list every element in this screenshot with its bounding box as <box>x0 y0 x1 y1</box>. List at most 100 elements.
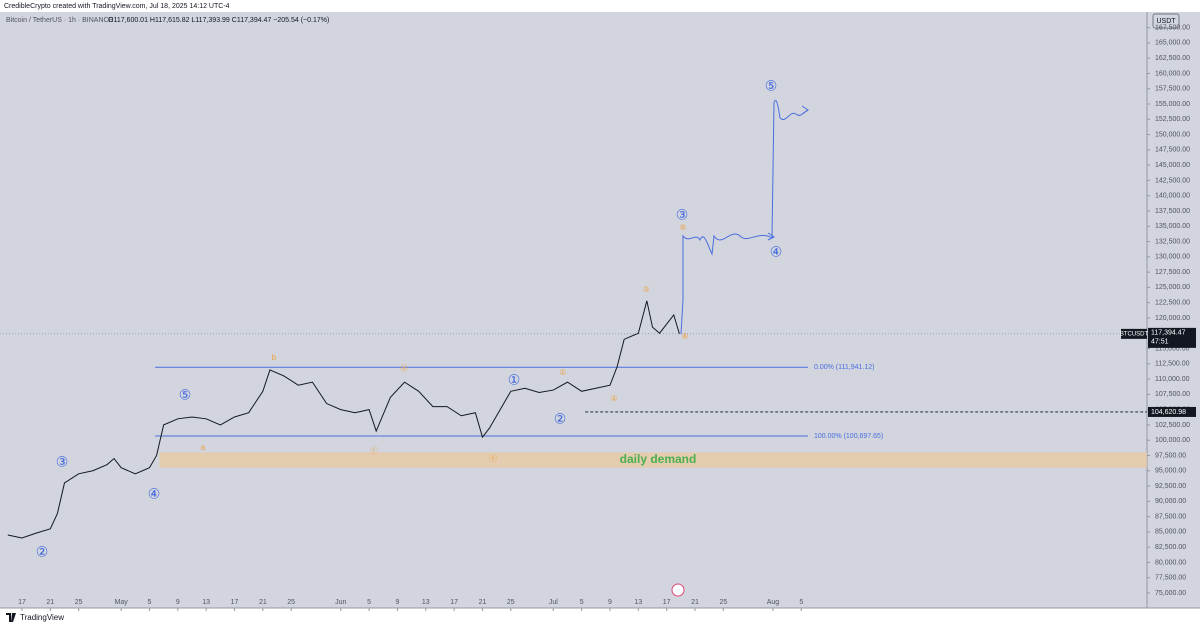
brand: TradingView <box>20 613 64 622</box>
y-tick-label: 142,500.00 <box>1155 177 1190 184</box>
y-tick-label: 132,500.00 <box>1155 238 1190 245</box>
subwave-label: ⓔ <box>489 454 497 463</box>
y-tick-label: 80,000.00 <box>1155 559 1186 566</box>
y-tick-label: 135,000.00 <box>1155 223 1190 230</box>
y-tick-label: 160,000.00 <box>1155 70 1190 77</box>
y-tick-label: 140,000.00 <box>1155 193 1190 200</box>
event-icon[interactable] <box>671 583 685 597</box>
series-tag <box>1121 328 1147 339</box>
y-tick-label: 157,500.00 <box>1155 86 1190 93</box>
x-tick-label: 13 <box>634 599 642 606</box>
credit: CredibleCrypto created with TradingView.… <box>4 3 230 10</box>
x-tick-label: 17 <box>18 599 26 606</box>
y-tick-label: 125,000.00 <box>1155 284 1190 291</box>
zone-label: daily demand <box>620 452 697 466</box>
y-tick-label: 112,500.00 <box>1155 361 1190 368</box>
chart-title: Bitcoin / TetherUS · 1h · BINANCE <box>6 17 114 24</box>
x-tick-label: 25 <box>287 599 295 606</box>
y-tick-label: 145,000.00 <box>1155 162 1190 169</box>
x-tick-label: 5 <box>367 599 371 606</box>
y-tick-label: 85,000.00 <box>1155 529 1186 536</box>
wave-label: ③ <box>56 454 69 470</box>
x-tick-label: 13 <box>202 599 210 606</box>
currency-box <box>1152 13 1180 29</box>
y-tick-label: 82,500.00 <box>1155 544 1186 551</box>
x-tick-label: Jun <box>335 599 346 606</box>
y-tick-label: 95,000.00 <box>1155 468 1186 475</box>
projection-path <box>680 99 809 335</box>
y-tick-label: 107,500.00 <box>1155 391 1190 398</box>
x-tick-label: 5 <box>148 599 152 606</box>
subwave-label: b <box>272 353 277 362</box>
y-tick-label: 97,500.00 <box>1155 452 1186 459</box>
x-tick-label: 9 <box>176 599 180 606</box>
currency: USDT <box>1156 18 1176 25</box>
projection-arrow <box>767 105 809 241</box>
wave-label: ⑤ <box>179 387 192 403</box>
y-tick-label: 100,000.00 <box>1155 437 1190 444</box>
axis-background <box>1147 12 1200 608</box>
y-tick-label: 165,000.00 <box>1155 40 1190 47</box>
y-tick-label: 147,500.00 <box>1155 147 1190 154</box>
subwave-label: ⓒ <box>370 446 378 455</box>
wave-label: ③ <box>676 207 689 223</box>
x-tick-label: 25 <box>719 599 727 606</box>
y-tick-label: 150,000.00 <box>1155 131 1190 138</box>
y-tick-label: 115,000.00 <box>1155 345 1190 352</box>
y-tick-label: 87,500.00 <box>1155 513 1186 520</box>
ohlc: O117,600.01 H117,615.82 L117,393.99 C117… <box>108 17 329 24</box>
x-tick-label: 17 <box>663 599 671 606</box>
y-tick-label: 155,000.00 <box>1155 101 1190 108</box>
brand-logo <box>6 613 16 622</box>
x-tick-label: 13 <box>422 599 430 606</box>
price-tag <box>1148 327 1196 348</box>
price-tag-label: 117,394.47 <box>1151 330 1186 337</box>
y-tick-label: 110,000.00 <box>1155 376 1190 383</box>
subwave-label: ① <box>559 368 566 377</box>
wave-labels: ② ③ ④ ⑤ ① ② ③ ④ ⑤ b a ⓓ ⓒ ⓔ ① ② ③ ④ ⑤ <box>36 78 783 560</box>
y-tick-label: 122,500.00 <box>1155 300 1190 307</box>
x-tick-label: 21 <box>691 599 699 606</box>
y-tick-label: 162,500.00 <box>1155 55 1190 62</box>
y-tick-label: 167,500.00 <box>1155 24 1190 31</box>
x-tick-label: 21 <box>479 599 487 606</box>
wave-label: ④ <box>770 244 783 260</box>
wave-label: ① <box>508 372 521 388</box>
x-tick-label: 25 <box>507 599 515 606</box>
x-tick-label: Jul <box>549 599 558 606</box>
y-tick-label: 90,000.00 <box>1155 498 1186 505</box>
x-tick-label: 17 <box>231 599 239 606</box>
subwave-label: ③ <box>642 285 649 294</box>
series-name: BTCUSDT <box>1120 331 1149 337</box>
y-tick-label: 77,500.00 <box>1155 575 1186 582</box>
y-tick-label: 92,500.00 <box>1155 483 1186 490</box>
subwave-label: ⑤ <box>679 223 686 232</box>
level-tag <box>1148 406 1196 417</box>
plot-background <box>0 12 1147 608</box>
price-line <box>7 300 680 539</box>
x-tick-label: Aug <box>767 599 780 606</box>
price-countdown: 47:51 <box>1151 339 1169 346</box>
wave-label: ② <box>36 544 49 560</box>
subwave-label: ⓓ <box>400 364 408 373</box>
x-tick-label: 21 <box>259 599 267 606</box>
y-tick-label: 130,000.00 <box>1155 254 1190 261</box>
x-tick-label: 21 <box>46 599 54 606</box>
wave-label: ④ <box>148 486 161 502</box>
x-tick-label: 9 <box>395 599 399 606</box>
x-tick-label: 5 <box>799 599 803 606</box>
y-tick-label: 137,500.00 <box>1155 208 1190 215</box>
x-tick-label: 5 <box>580 599 584 606</box>
y-tick-label: 75,000.00 <box>1155 590 1186 597</box>
subwave-label: ② <box>610 394 617 403</box>
level-tag-label: 104,620.98 <box>1151 409 1186 416</box>
x-tick-label: 9 <box>608 599 612 606</box>
fib-label: 100.00% (100,697.65) <box>814 433 883 440</box>
wave-label: ② <box>554 411 567 427</box>
demand-zone <box>159 452 1148 468</box>
x-tick-label: May <box>115 599 129 606</box>
subwave-label: ④ <box>681 332 688 341</box>
y-tick-label: 102,500.00 <box>1155 422 1190 429</box>
y-tick-label: 127,500.00 <box>1155 269 1190 276</box>
